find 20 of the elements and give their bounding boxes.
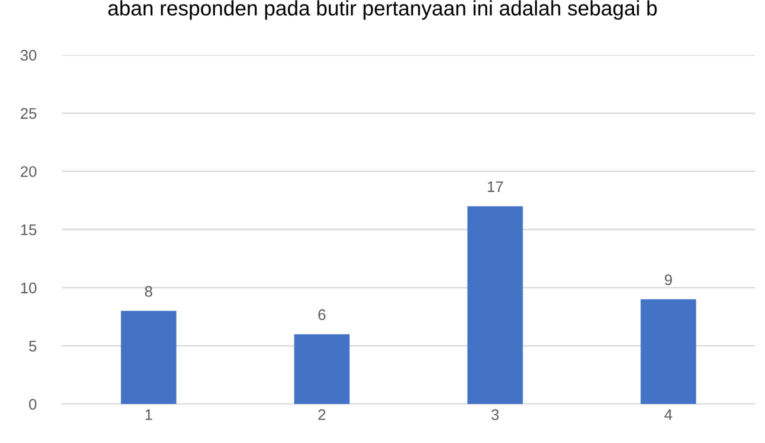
y-tick-label: 15 — [21, 224, 36, 236]
data-label: 9 — [664, 274, 672, 286]
x-tick-label: 1 — [146, 409, 152, 420]
data-label: 17 — [488, 181, 503, 192]
x-tick-label: 4 — [664, 409, 672, 420]
bar — [467, 206, 523, 404]
bar — [120, 310, 176, 404]
y-tick-label: 5 — [29, 340, 36, 352]
data-label: 8 — [145, 286, 152, 297]
y-tick-label: 0 — [29, 398, 36, 410]
x-tick-label: 3 — [491, 409, 499, 420]
y-tick-label: 25 — [20, 108, 36, 119]
y-tick-label: 10 — [21, 282, 36, 294]
data-label: 6 — [318, 309, 326, 320]
chart-title: aban responden pada butir pertanyaan ini adalah sebagai b — [108, 0, 657, 20]
y-tick-label: 30 — [20, 50, 36, 61]
bar — [640, 299, 696, 404]
bar — [294, 334, 350, 404]
x-tick-label: 2 — [318, 409, 326, 420]
y-tick-label: 20 — [20, 166, 36, 178]
